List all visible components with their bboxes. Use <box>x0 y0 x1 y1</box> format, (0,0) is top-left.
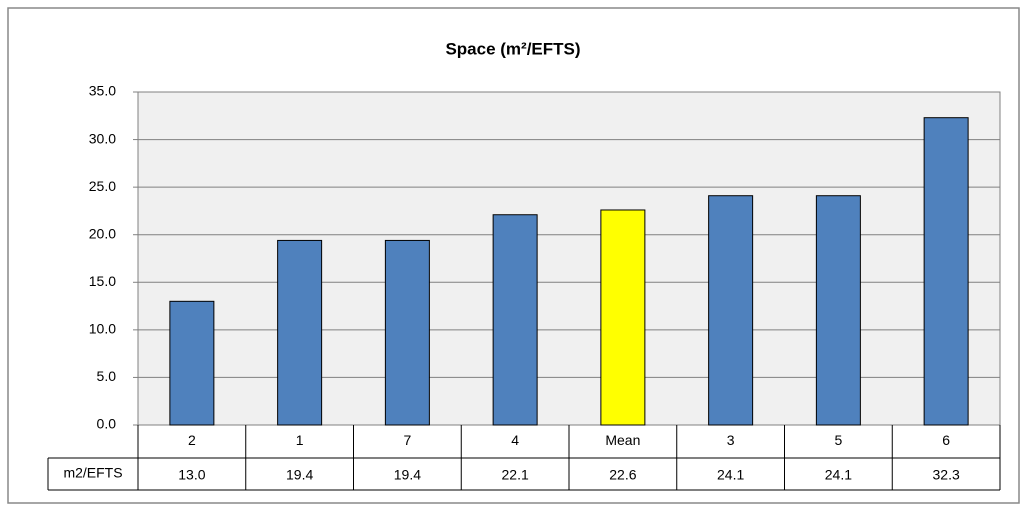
table-value: 19.4 <box>394 467 421 483</box>
bar <box>492 214 538 426</box>
table-series-name: m2/EFTS <box>63 465 122 481</box>
bar <box>600 209 646 426</box>
y-tick-label: 10.0 <box>89 321 116 337</box>
table-value: 24.1 <box>825 467 852 483</box>
table-value: 13.0 <box>178 467 205 483</box>
table-value: 19.4 <box>286 467 313 483</box>
y-tick-label: 5.0 <box>97 368 117 384</box>
bar <box>277 239 323 426</box>
bar <box>923 117 969 426</box>
x-tick-label: 3 <box>727 432 735 448</box>
table-value: 32.3 <box>933 467 960 483</box>
table-value: 22.1 <box>502 467 529 483</box>
x-tick-label: Mean <box>605 432 640 448</box>
y-tick-label: 15.0 <box>89 273 116 289</box>
table-value: 22.6 <box>609 467 636 483</box>
y-tick-label: 0.0 <box>97 416 117 432</box>
y-tick-label: 20.0 <box>89 225 116 241</box>
x-tick-label: 2 <box>188 432 196 448</box>
table-value: 24.1 <box>717 467 744 483</box>
bar <box>708 195 754 426</box>
bar <box>815 195 861 426</box>
y-tick-label: 30.0 <box>89 130 116 146</box>
chart-title: Space (m²/EFTS) <box>445 39 580 58</box>
bar <box>384 239 430 426</box>
bar <box>169 300 215 426</box>
plot-area <box>137 91 1001 426</box>
y-tick-label: 35.0 <box>89 83 116 99</box>
x-tick-label: 1 <box>296 432 304 448</box>
y-tick-label: 25.0 <box>89 178 116 194</box>
x-tick-label: 4 <box>511 432 519 448</box>
x-tick-label: 7 <box>403 432 411 448</box>
x-tick-label: 6 <box>942 432 950 448</box>
x-tick-label: 5 <box>834 432 842 448</box>
